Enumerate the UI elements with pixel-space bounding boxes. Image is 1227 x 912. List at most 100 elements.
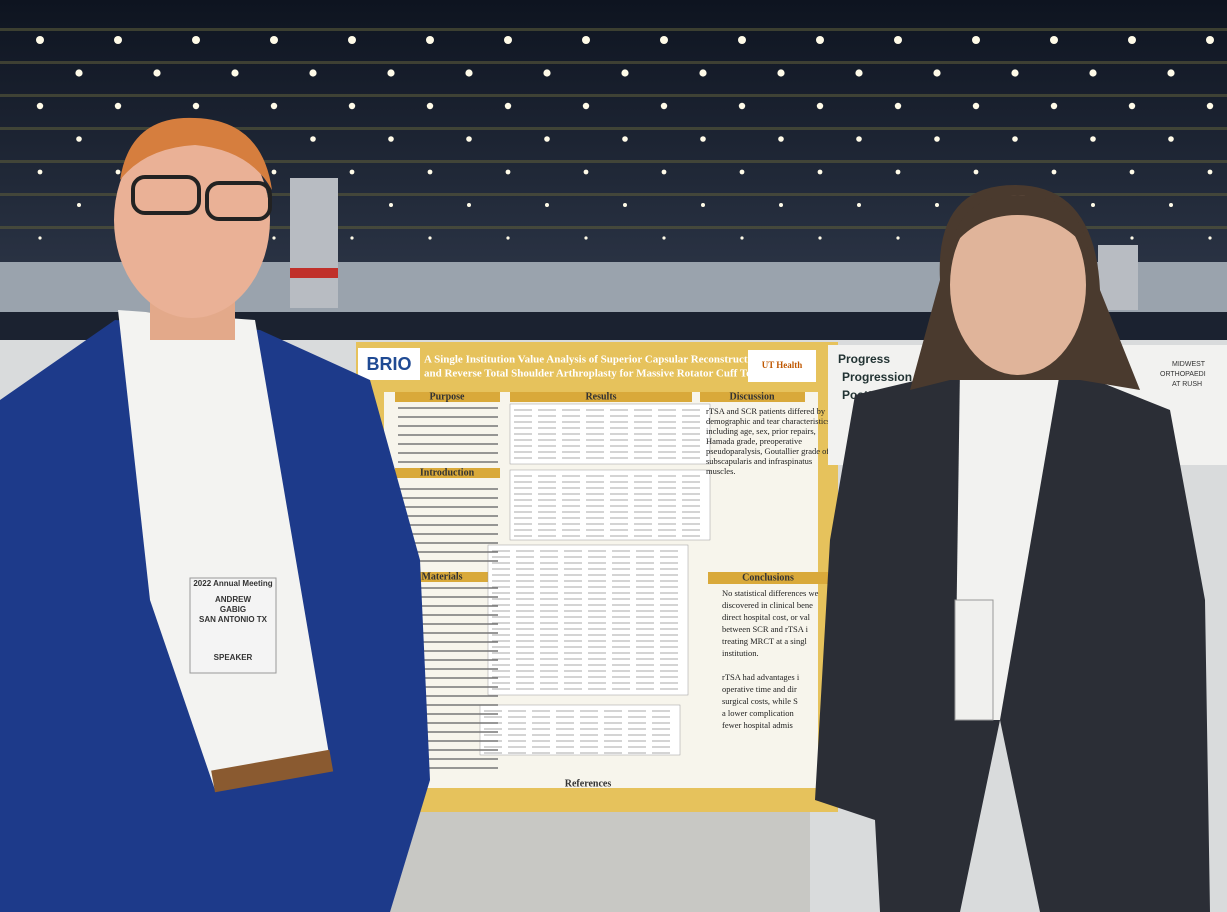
light — [582, 102, 590, 110]
section-heading: References — [565, 778, 612, 789]
light — [1169, 203, 1173, 207]
conclusion-line: treating MRCT at a singl — [722, 636, 807, 646]
light — [192, 36, 200, 44]
hair — [120, 117, 272, 190]
light — [740, 236, 744, 240]
conclusion-line: discovered in clinical bene — [722, 600, 813, 610]
badge-event: 2022 Annual Meeting — [193, 579, 272, 588]
partner-box — [748, 350, 816, 382]
section-bar — [395, 392, 500, 402]
light — [1128, 102, 1136, 110]
light — [1050, 36, 1058, 44]
light — [738, 102, 746, 110]
light — [467, 203, 471, 207]
light — [270, 102, 278, 110]
light — [660, 36, 668, 44]
light — [973, 169, 979, 175]
light — [1167, 69, 1175, 77]
light — [504, 36, 512, 44]
glasses — [205, 181, 272, 221]
light — [466, 136, 472, 142]
left-person-head — [114, 122, 270, 318]
light — [465, 69, 473, 77]
light — [895, 169, 901, 175]
light — [1051, 169, 1057, 175]
light — [1011, 69, 1019, 77]
conclusion-line: fewer hospital admis — [722, 720, 793, 730]
light — [818, 236, 822, 240]
section-heading: Results — [585, 391, 616, 402]
conclusion-line: direct hospital cost, or val — [722, 612, 811, 622]
light — [504, 102, 512, 110]
light — [272, 236, 276, 240]
discussion-line: subscapularis and infraspinatus — [706, 456, 812, 466]
results-tables — [398, 403, 711, 769]
section-bar — [395, 572, 490, 582]
conclusion-line: a lower complication — [722, 708, 795, 718]
light — [1089, 69, 1097, 77]
conclusion-line: surgical costs, while S — [722, 696, 798, 706]
conclusion-line: between SCR and rTSA i — [722, 624, 809, 634]
light — [114, 36, 122, 44]
light — [934, 136, 940, 142]
light — [115, 169, 121, 175]
light — [348, 36, 356, 44]
light — [506, 236, 510, 240]
light — [75, 69, 83, 77]
conclusion-line: rTSA had advantages i — [722, 672, 800, 682]
ceiling-beam — [0, 127, 1227, 130]
ceiling-beam — [0, 28, 1227, 31]
glasses — [131, 175, 201, 215]
conclusion-line: operative time and dir — [722, 684, 797, 694]
light — [622, 136, 628, 142]
section-bar — [395, 468, 500, 478]
light — [778, 136, 784, 142]
light — [816, 36, 824, 44]
light — [544, 136, 550, 142]
right-person-head — [950, 195, 1086, 375]
light — [972, 36, 980, 44]
light — [505, 169, 511, 175]
name-badge — [954, 599, 994, 721]
conclusion-line: No statistical differences we — [722, 588, 819, 598]
light — [1050, 102, 1058, 110]
light — [348, 102, 356, 110]
light — [387, 69, 395, 77]
light — [738, 36, 746, 44]
light — [36, 36, 44, 44]
discussion-line: rTSA and SCR patients differed by — [706, 406, 826, 416]
light — [894, 102, 902, 110]
ceiling-beam — [0, 226, 1227, 229]
light — [427, 169, 433, 175]
light — [545, 203, 549, 207]
light — [1206, 36, 1214, 44]
ceiling-beam — [0, 193, 1227, 196]
light — [660, 102, 668, 110]
light — [388, 136, 394, 142]
pillar — [1098, 245, 1138, 310]
logo: BRIO — [367, 354, 412, 374]
light — [662, 236, 666, 240]
light — [1091, 203, 1095, 207]
light — [114, 102, 122, 110]
section-heading: Introduction — [420, 467, 475, 478]
discussion-line: pseudoparalysis, Goutallier grade of — [706, 446, 829, 456]
light — [1208, 236, 1212, 240]
neighbor-org: ORTHOPAEDI — [1160, 371, 1206, 378]
light — [426, 36, 434, 44]
light — [1128, 36, 1136, 44]
light — [428, 236, 432, 240]
partner-logo: UT Health — [762, 360, 803, 370]
ceiling-beam — [0, 61, 1227, 64]
discussion-line: including age, sex, prior repairs, — [706, 426, 816, 436]
light — [426, 102, 434, 110]
light — [231, 69, 239, 77]
discussion-line: muscles. — [706, 466, 736, 476]
light — [1129, 169, 1135, 175]
light — [623, 203, 627, 207]
conclusion-text: No statistical differences we discovered … — [722, 588, 819, 730]
section-heading: Purpose — [430, 391, 466, 402]
light — [36, 102, 44, 110]
light — [77, 203, 81, 207]
